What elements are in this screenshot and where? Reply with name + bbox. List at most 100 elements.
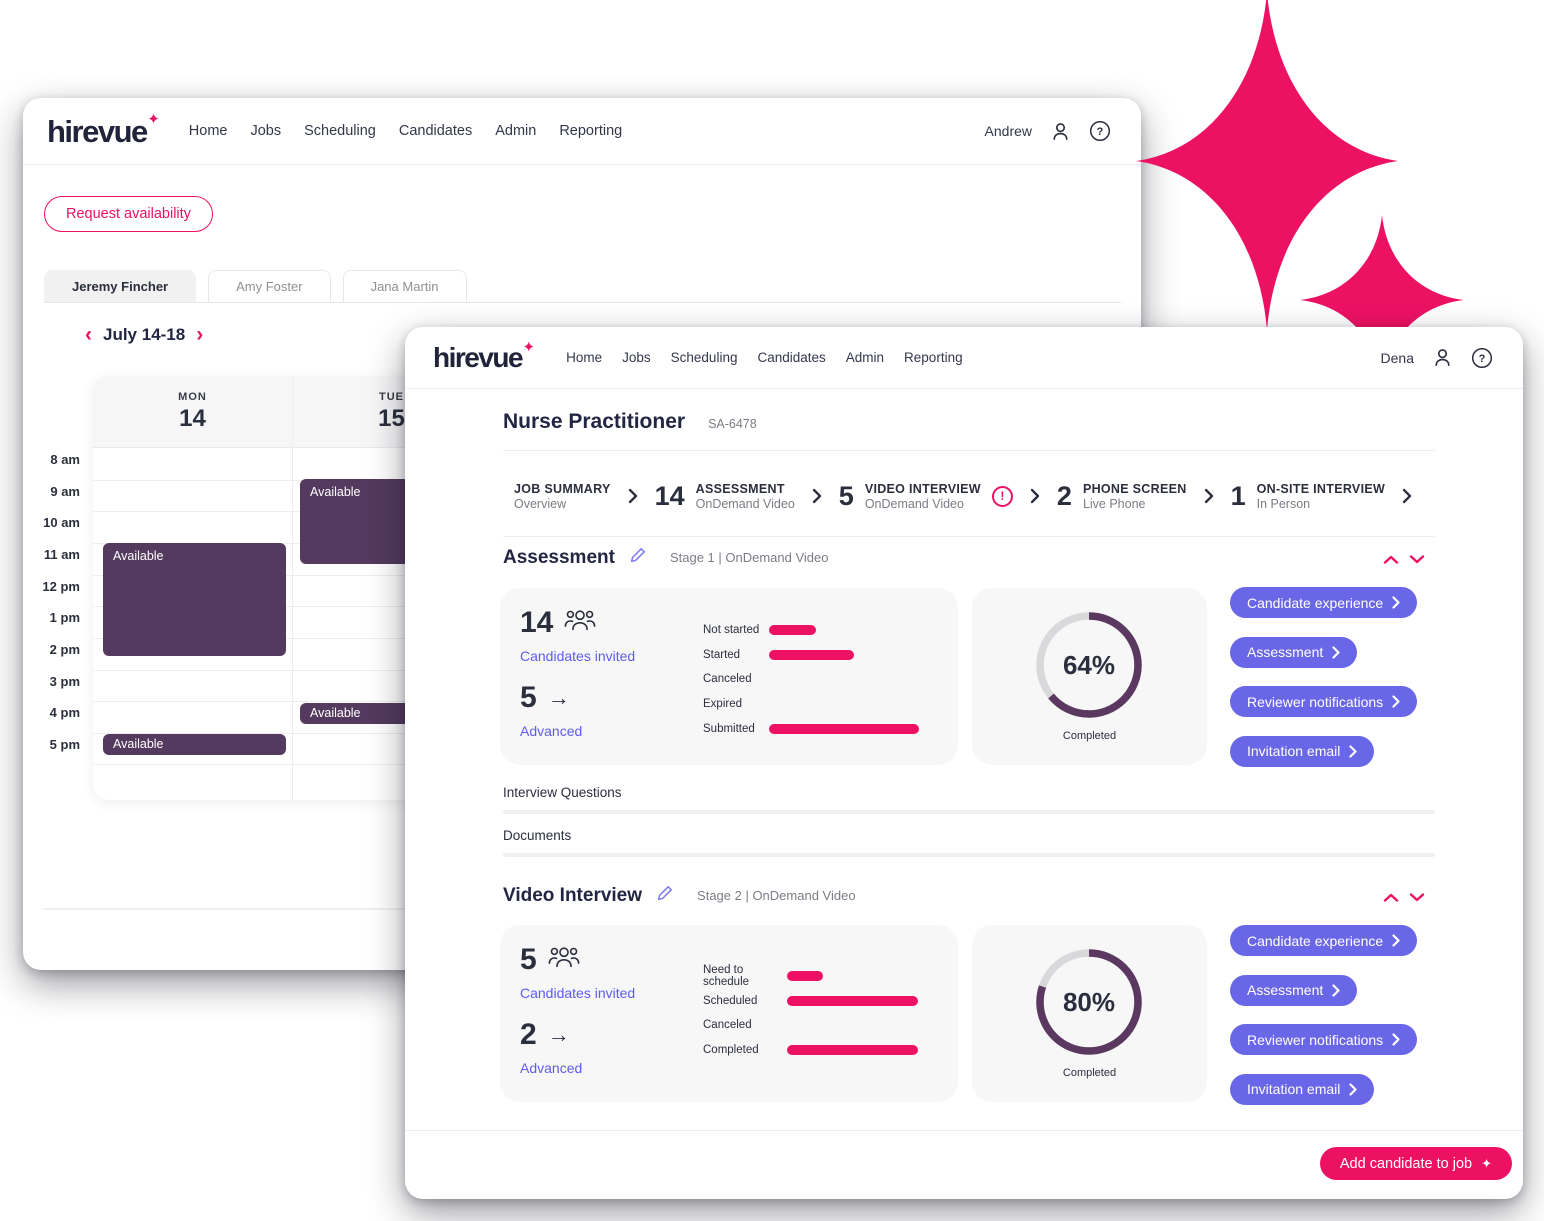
pipeline-stage-job-summary[interactable]: JOB SUMMARY Overview [503, 482, 611, 511]
interview-questions-row[interactable]: Interview Questions [503, 785, 622, 800]
pipeline-stage-onsite-interview[interactable]: 1 ON-SITE INTERVIEW In Person [1231, 481, 1386, 512]
request-availability-button[interactable]: Request availability [44, 196, 213, 232]
invitation-email-button[interactable]: Invitation email [1230, 1073, 1375, 1105]
time-label: 5 pm [49, 737, 80, 752]
bar-row: Expired [703, 692, 919, 717]
button-label: Reviewer notifications [1247, 1031, 1384, 1048]
logo-text: hirevue [433, 341, 524, 373]
sparkle-decoration-small [1300, 215, 1464, 385]
tab-label: Jeremy Fincher [72, 279, 169, 294]
chevron-up-icon[interactable] [1383, 554, 1399, 565]
time-label: 3 pm [49, 674, 80, 689]
tab-label: Amy Foster [236, 279, 303, 294]
tab-jeremy-fincher[interactable]: Jeremy Fincher [44, 270, 197, 303]
next-week-icon[interactable]: › [196, 323, 204, 346]
nav-item-candidates[interactable]: Candidates [398, 123, 473, 139]
tab-jana-martin[interactable]: Jana Martin [342, 270, 467, 303]
candidates-invited-link[interactable]: Candidates invited [520, 648, 636, 664]
arrow-right-icon: → [547, 1022, 570, 1047]
time-label: 9 am [50, 484, 80, 499]
stage-count: 2 [1056, 480, 1072, 511]
nav-item-home[interactable]: Home [188, 123, 228, 139]
nav-item-scheduling[interactable]: Scheduling [304, 123, 376, 139]
chevron-right-icon [1392, 695, 1400, 708]
divider [503, 450, 1435, 451]
invitation-email-button[interactable]: Invitation email [1230, 735, 1375, 767]
stage-sub: OnDemand Video [864, 496, 964, 511]
advanced-link[interactable]: Advanced [520, 1060, 583, 1076]
nav-item-home[interactable]: Home [566, 350, 603, 365]
bar [787, 1045, 918, 1056]
help-icon[interactable]: ? [1471, 347, 1493, 369]
tab-amy-foster[interactable]: Amy Foster [208, 270, 331, 303]
nav-item-admin[interactable]: Admin [845, 350, 885, 365]
nav-item-jobs[interactable]: Jobs [622, 350, 651, 365]
previous-week-icon[interactable]: ‹ [85, 323, 92, 346]
chevron-right-icon [1332, 983, 1340, 997]
video-interview-donut-card: 80% Completed [972, 925, 1207, 1102]
time-label: 1 pm [49, 610, 80, 625]
edit-pencil-icon[interactable] [629, 546, 647, 569]
avatar-icon[interactable] [1049, 120, 1072, 143]
chevron-right-icon [1392, 934, 1400, 947]
chevron-down-icon[interactable] [1409, 554, 1425, 565]
nav-item-reporting[interactable]: Reporting [904, 350, 963, 365]
nav-item-reporting[interactable]: Reporting [559, 123, 623, 139]
pipeline-stage-phone-screen[interactable]: 2 PHONE SCREEN Live Phone [1057, 481, 1187, 512]
chevron-down-icon[interactable] [1409, 892, 1425, 903]
stage-descriptor: Stage 1 | OnDemand Video [669, 550, 829, 565]
time-label: 4 pm [49, 705, 80, 720]
advanced-link[interactable]: Advanced [520, 723, 583, 739]
svg-text:?: ? [1479, 353, 1486, 365]
section-collapse-controls [1383, 554, 1425, 565]
assessment-donut-card: 64% Completed [972, 588, 1207, 765]
reviewer-notifications-button[interactable]: Reviewer notifications [1230, 1024, 1418, 1055]
candidates-invited-link[interactable]: Candidates invited [520, 985, 636, 1001]
assessment-button[interactable]: Assessment [1230, 974, 1358, 1006]
assessment-actions: Candidate experience Assessment Reviewer… [1230, 587, 1418, 767]
pipeline-stage-assessment[interactable]: 14 ASSESSMENT OnDemand Video [655, 481, 795, 512]
completion-donut [1036, 949, 1142, 1055]
hirevue-logo[interactable]: hirevue ✦ [433, 340, 535, 373]
bar-label: Submitted [703, 722, 755, 735]
assessment-button[interactable]: Assessment [1230, 636, 1358, 668]
bar-row: Canceled [703, 1013, 918, 1038]
section-title: Video Interview [503, 884, 643, 906]
advanced-count: 2 [520, 1018, 537, 1051]
add-candidate-button[interactable]: Add candidate to job ✦ [1319, 1147, 1512, 1180]
invited-count-row: 14 [520, 606, 596, 640]
chevron-right-icon [1349, 744, 1357, 758]
avatar-icon[interactable] [1431, 346, 1454, 369]
nav-item-scheduling[interactable]: Scheduling [670, 350, 738, 365]
nav-item-candidates[interactable]: Candidates [757, 350, 826, 365]
pipeline-stage-video-interview[interactable]: 5 VIDEO INTERVIEW OnDemand Video ! [839, 481, 1013, 512]
hirevue-logo[interactable]: hirevue ✦ [47, 112, 160, 149]
bar [787, 971, 823, 982]
job-code: SA-6478 [708, 417, 757, 431]
bar-label: Canceled [703, 673, 752, 686]
edit-pencil-icon[interactable] [656, 884, 674, 907]
logo-text: hirevue [47, 113, 148, 149]
stage-label: JOB SUMMARY [514, 481, 611, 496]
bar [769, 625, 816, 636]
candidate-experience-button[interactable]: Candidate experience [1230, 925, 1418, 956]
user-name: Dena [1380, 349, 1414, 366]
reviewer-notifications-button[interactable]: Reviewer notifications [1230, 686, 1418, 717]
availability-block[interactable]: Available [103, 543, 286, 656]
availability-block[interactable]: Available [103, 734, 286, 755]
help-icon[interactable]: ? [1089, 120, 1111, 142]
documents-row[interactable]: Documents [503, 828, 572, 843]
nav-item-admin[interactable]: Admin [495, 123, 537, 139]
divider [503, 536, 1435, 537]
alert-icon[interactable]: ! [991, 485, 1013, 507]
candidate-experience-button[interactable]: Candidate experience [1230, 587, 1418, 618]
section-header-assessment: Assessment Stage 1 | OnDemand Video [503, 546, 828, 569]
header-right: Andrew ? [985, 120, 1111, 143]
time-label: 12 pm [42, 579, 80, 594]
nav-item-jobs[interactable]: Jobs [250, 123, 282, 139]
chevron-up-icon[interactable] [1383, 892, 1399, 903]
bar-label: Expired [703, 698, 742, 711]
bar-row: Not started [703, 618, 919, 643]
bar-label: Started [703, 648, 741, 661]
stage-count: 5 [838, 480, 854, 511]
